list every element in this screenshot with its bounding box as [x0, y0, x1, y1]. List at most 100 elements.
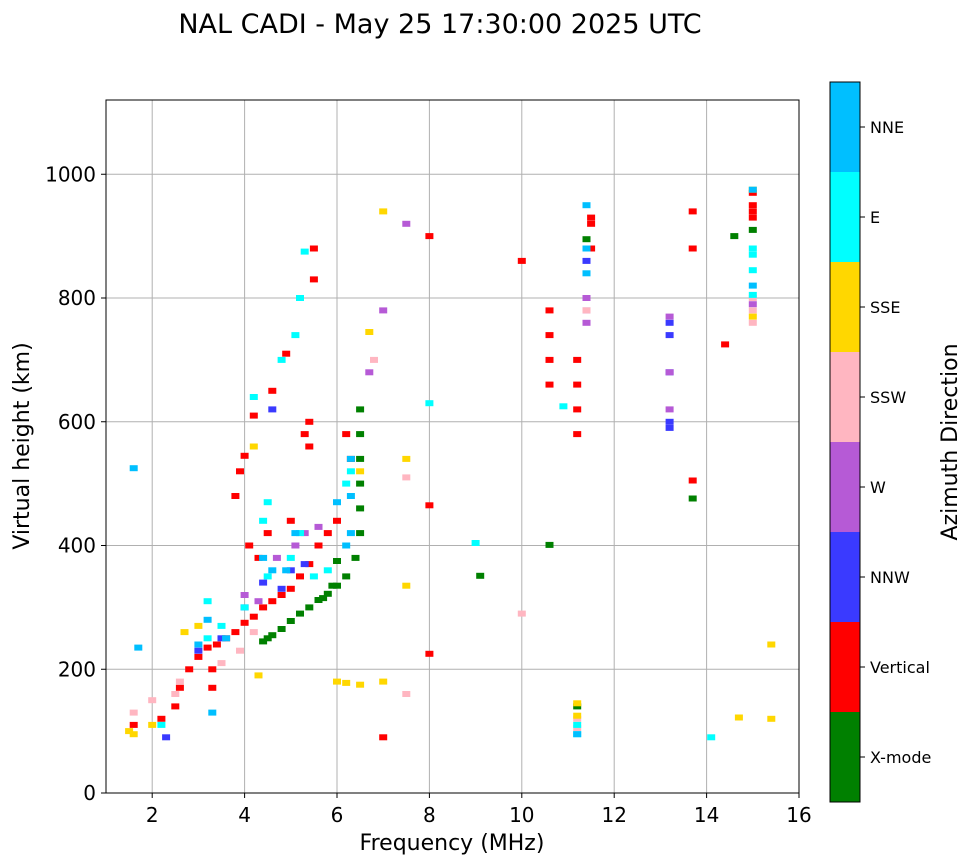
point-nne: [268, 567, 277, 574]
point-sse: [767, 715, 776, 722]
colorbar-segment: [830, 442, 860, 532]
point-vertical: [545, 307, 554, 314]
point-sse: [365, 329, 374, 335]
point-sse: [125, 728, 134, 735]
point-nne: [282, 567, 291, 574]
point-x-mode: [268, 632, 277, 639]
point-ssw: [402, 474, 411, 481]
point-ssw: [573, 715, 582, 722]
point-vertical: [231, 629, 240, 636]
x-axis-label: Frequency (MHz): [360, 831, 545, 856]
x-tick-label: 4: [238, 803, 251, 827]
point-vertical: [379, 734, 388, 741]
point-nne: [346, 455, 355, 462]
y-tick-label: 800: [58, 286, 96, 310]
point-vertical: [425, 233, 434, 240]
point-nnw: [268, 406, 277, 413]
point-vertical: [688, 245, 697, 252]
point-nne: [194, 641, 203, 648]
point-x-mode: [323, 590, 332, 597]
point-e: [323, 567, 332, 574]
point-vertical: [268, 598, 277, 605]
point-vertical: [573, 406, 582, 413]
point-x-mode: [286, 618, 295, 624]
point-vertical: [175, 684, 184, 691]
point-ssw: [748, 307, 757, 314]
point-vertical: [203, 644, 212, 651]
point-vertical: [688, 477, 697, 484]
point-sse: [379, 208, 388, 215]
point-ssw: [370, 356, 378, 363]
colorbar-segment: [830, 532, 860, 622]
point-vertical: [748, 208, 757, 215]
point-vertical: [208, 684, 217, 691]
point-e: [277, 356, 286, 363]
point-vertical: [194, 653, 203, 660]
point-e: [296, 530, 304, 537]
point-x-mode: [730, 233, 739, 240]
point-vertical: [425, 502, 434, 509]
point-e: [249, 394, 258, 400]
point-vertical: [309, 245, 318, 252]
point-nne: [582, 245, 591, 252]
point-vertical: [157, 715, 166, 722]
point-vertical: [333, 517, 341, 524]
point-nnw: [286, 567, 295, 574]
point-vertical: [212, 641, 221, 648]
point-vertical: [286, 585, 295, 592]
point-ssw: [582, 307, 591, 314]
point-vertical: [305, 561, 314, 568]
point-e: [240, 604, 249, 611]
point-vertical: [314, 542, 323, 549]
point-vertical: [254, 554, 263, 561]
colorbar-tick-label: SSW: [870, 388, 906, 407]
plot-frame: [105, 99, 800, 794]
point-x-mode: [748, 226, 757, 233]
point-nne: [129, 465, 138, 472]
x-tick-label: 6: [331, 803, 344, 827]
point-vertical: [208, 666, 217, 673]
point-nnw: [194, 647, 203, 654]
point-nne: [134, 644, 143, 651]
point-x-mode: [476, 572, 485, 579]
point-vertical: [171, 703, 180, 710]
point-w: [272, 554, 281, 561]
point-vertical: [573, 431, 582, 438]
point-e: [471, 540, 480, 546]
grid: [106, 100, 800, 794]
x-tick-label: 12: [601, 803, 626, 827]
point-vertical: [240, 619, 249, 626]
point-nne: [203, 616, 212, 623]
point-nne: [342, 542, 351, 549]
point-vertical: [545, 332, 554, 339]
point-ssw: [402, 691, 411, 697]
x-tick-label: 16: [786, 803, 811, 827]
y-axis-label: Virtual height (km): [10, 342, 35, 549]
y-tick-label: 600: [58, 410, 96, 434]
point-sse: [379, 678, 388, 685]
point-nne: [582, 202, 591, 209]
point-w: [665, 313, 674, 320]
point-x-mode: [259, 638, 268, 645]
data-marks: [125, 186, 776, 741]
point-e: [203, 635, 212, 642]
point-x-mode: [356, 431, 365, 438]
point-ssw: [748, 319, 757, 326]
point-e: [291, 332, 300, 339]
point-vertical: [573, 381, 582, 388]
y-tick-label: 200: [58, 657, 96, 681]
colorbar-segment: [830, 622, 860, 712]
point-nnw: [217, 635, 226, 642]
colorbar-segment: [830, 352, 860, 442]
point-e: [748, 245, 757, 252]
point-sse: [333, 678, 341, 685]
point-x-mode: [296, 610, 304, 617]
point-vertical: [259, 604, 268, 611]
point-sse: [342, 679, 351, 686]
point-vertical: [587, 214, 596, 221]
point-nne: [748, 186, 757, 193]
point-vertical: [323, 530, 332, 537]
point-nnw: [259, 579, 268, 586]
colorbar-tick-label: NNE: [870, 118, 904, 137]
